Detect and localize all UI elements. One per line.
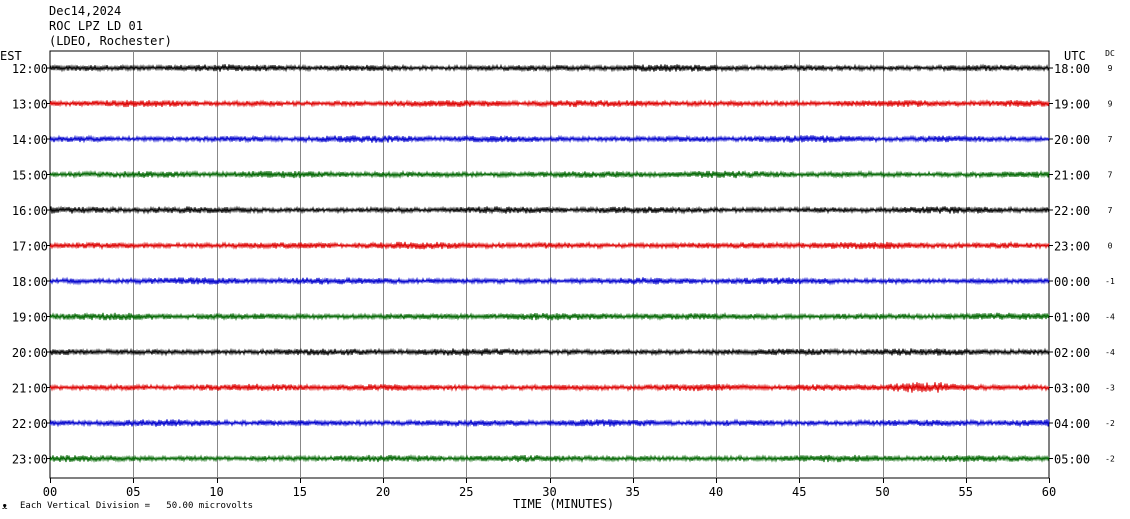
utc-time-label: 23:00 bbox=[1054, 240, 1090, 254]
seismic-trace bbox=[49, 276, 1050, 286]
utc-time-label: 18:00 bbox=[1054, 62, 1090, 76]
x-tick-label: 05 bbox=[126, 485, 140, 499]
seismic-trace bbox=[49, 240, 1050, 251]
station-label: ROC LPZ LD 01 bbox=[49, 19, 143, 33]
utc-time-label: 19:00 bbox=[1054, 98, 1090, 112]
x-tick-label: 15 bbox=[293, 485, 307, 499]
seismic-trace bbox=[49, 382, 1050, 393]
est-time-label: 18:00 bbox=[12, 275, 48, 289]
x-axis-title: TIME (MINUTES) bbox=[513, 497, 615, 511]
utc-time-label: 20:00 bbox=[1054, 133, 1090, 147]
utc-time-label: 22:00 bbox=[1054, 204, 1090, 218]
utc-time-label: 04:00 bbox=[1054, 417, 1090, 431]
est-time-label: 19:00 bbox=[12, 311, 48, 325]
est-time-label: 16:00 bbox=[12, 204, 48, 218]
x-tick-label: 25 bbox=[459, 485, 473, 499]
right-timezone-label: UTC bbox=[1064, 49, 1086, 63]
x-tick-label: 10 bbox=[209, 485, 223, 499]
est-time-label: 22:00 bbox=[12, 417, 48, 431]
seismic-trace bbox=[49, 418, 1050, 428]
scale-note: Each Vertical Division = 50.00 microvolt… bbox=[20, 501, 253, 511]
corner-mark: ᴥ bbox=[2, 502, 8, 512]
network-label: (LDEO, Rochester) bbox=[49, 34, 172, 48]
est-time-label: 14:00 bbox=[12, 133, 48, 147]
dc-value: 9 bbox=[1108, 100, 1113, 109]
dc-value: -1 bbox=[1105, 277, 1115, 286]
seismic-trace bbox=[49, 98, 1050, 109]
seismic-trace bbox=[49, 312, 1050, 321]
est-time-label: 23:00 bbox=[12, 453, 48, 467]
utc-time-label: 21:00 bbox=[1054, 169, 1090, 183]
left-timezone-label: EST bbox=[0, 49, 22, 63]
est-time-label: 20:00 bbox=[12, 346, 48, 360]
dc-value: 9 bbox=[1108, 64, 1113, 73]
x-tick-label: 35 bbox=[626, 485, 640, 499]
dc-header-label: DC bbox=[1105, 49, 1115, 58]
x-tick-label: 55 bbox=[959, 485, 973, 499]
dc-value: 7 bbox=[1108, 206, 1113, 215]
dc-value: 0 bbox=[1108, 242, 1113, 251]
seismic-trace bbox=[49, 134, 1050, 144]
seismic-trace bbox=[49, 169, 1050, 180]
dc-value: -2 bbox=[1105, 455, 1115, 464]
seismic-trace bbox=[49, 205, 1050, 215]
dc-value: 7 bbox=[1108, 135, 1113, 144]
est-time-label: 21:00 bbox=[12, 382, 48, 396]
dc-value: -3 bbox=[1105, 384, 1115, 393]
date-label: Dec14,2024 bbox=[49, 4, 122, 18]
x-tick-label: 45 bbox=[792, 485, 806, 499]
dc-value: -4 bbox=[1105, 313, 1115, 322]
x-tick-label: 50 bbox=[875, 485, 889, 499]
seismic-trace bbox=[49, 454, 1050, 463]
utc-time-label: 03:00 bbox=[1054, 382, 1090, 396]
seismic-trace bbox=[49, 347, 1050, 357]
x-tick-label: 20 bbox=[376, 485, 390, 499]
dc-value: -4 bbox=[1105, 348, 1115, 357]
utc-time-label: 05:00 bbox=[1054, 453, 1090, 467]
dc-value: 7 bbox=[1108, 171, 1113, 180]
x-tick-label: 60 bbox=[1042, 485, 1056, 499]
est-time-label: 15:00 bbox=[12, 169, 48, 183]
utc-time-label: 00:00 bbox=[1054, 275, 1090, 289]
est-time-label: 12:00 bbox=[12, 62, 48, 76]
est-time-label: 13:00 bbox=[12, 98, 48, 112]
utc-time-label: 01:00 bbox=[1054, 311, 1090, 325]
dc-value: -2 bbox=[1105, 419, 1115, 428]
seismic-trace bbox=[49, 63, 1050, 73]
plot-frame bbox=[49, 50, 1050, 479]
utc-time-label: 02:00 bbox=[1054, 346, 1090, 360]
x-tick-label: 30 bbox=[542, 485, 556, 499]
x-tick-label: 40 bbox=[709, 485, 723, 499]
x-tick-label: 00 bbox=[43, 485, 57, 499]
est-time-label: 17:00 bbox=[12, 240, 48, 254]
